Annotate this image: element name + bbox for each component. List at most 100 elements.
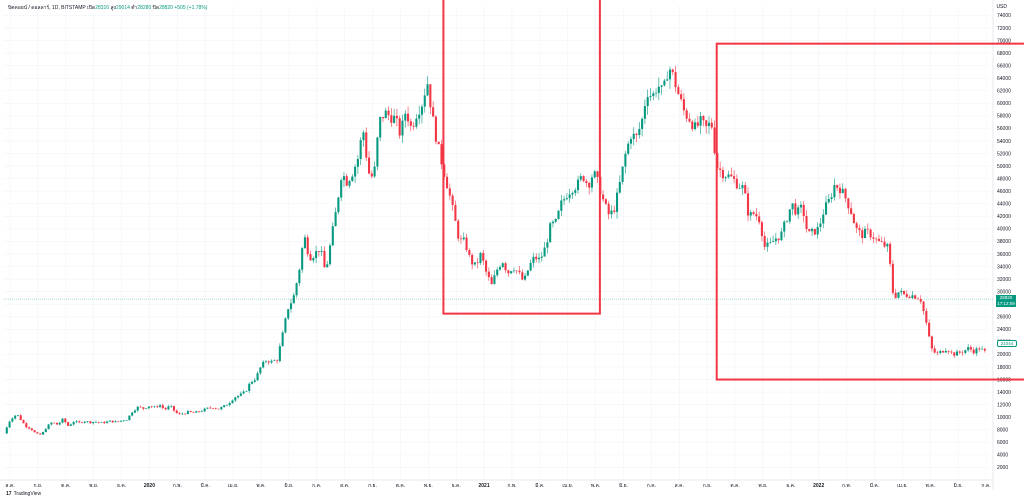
candle-body: [326, 264, 329, 268]
candle-body: [337, 197, 340, 213]
candle-body: [657, 86, 660, 93]
candle-body: [398, 118, 401, 136]
candle-body: [239, 393, 242, 396]
candle-body: [830, 197, 833, 200]
candle-body: [713, 127, 716, 154]
candle-body: [476, 262, 479, 264]
candle-body: [420, 106, 424, 115]
candle-body: [705, 120, 708, 127]
y-tick-label: 58000: [997, 114, 1011, 120]
candle-body: [150, 406, 153, 408]
candle-body: [209, 407, 212, 409]
candle-body: [766, 242, 769, 247]
secondary-price-value: 21044: [1000, 341, 1014, 346]
y-tick-label: 64000: [997, 76, 1011, 82]
candle-body: [106, 421, 109, 424]
candle-body: [738, 188, 741, 189]
x-tick-label: ก.ย.: [34, 483, 43, 489]
candle-body: [872, 237, 875, 239]
candle-body: [936, 352, 939, 354]
candle-body: [824, 202, 828, 215]
candle-body: [395, 115, 398, 119]
x-tick-label: มิ.ย.: [954, 482, 963, 489]
candle-body: [342, 176, 346, 181]
candle-body: [496, 269, 499, 276]
candle-body: [654, 92, 658, 94]
x-tick-label: ก.พ.: [173, 483, 182, 489]
candle-body: [978, 348, 981, 350]
candle-body: [8, 421, 11, 428]
x-tick-label: ก.พ.: [507, 483, 516, 489]
candle-body: [485, 260, 488, 272]
candle-body: [682, 99, 685, 111]
candle-body: [627, 143, 630, 154]
candle-body: [47, 424, 50, 430]
y-tick-label: 74000: [997, 13, 1011, 19]
candle-body: [89, 421, 92, 424]
candle-body: [287, 309, 290, 319]
candle-body: [755, 213, 758, 217]
x-tick-label: ต.ค.: [730, 483, 739, 489]
candle-body: [198, 411, 201, 412]
candle-body: [746, 193, 750, 216]
candle-body: [128, 415, 131, 421]
candle-body: [381, 117, 385, 119]
candle-body: [947, 350, 950, 352]
candle-body: [783, 221, 786, 232]
y-tick-label: 6000: [997, 440, 1008, 446]
candle-body: [588, 182, 591, 188]
candle-body: [362, 132, 365, 141]
candle-body: [615, 192, 619, 212]
candle-body: [635, 133, 638, 135]
candle-body: [19, 415, 22, 421]
y-tick-label: 60000: [997, 101, 1011, 107]
candle-body: [930, 336, 933, 349]
candle-body: [515, 270, 518, 272]
candle-body: [440, 144, 443, 165]
candle-body: [217, 408, 220, 410]
candle-body: [939, 350, 942, 353]
candle-body: [811, 228, 814, 232]
tradingview-branding[interactable]: 17 TradingView: [6, 491, 41, 497]
candle-body: [11, 418, 14, 422]
candle-body: [423, 95, 426, 107]
last-price-tag: 28820 17:12:09: [996, 295, 1016, 307]
candle-body: [733, 176, 736, 179]
candle-body: [685, 110, 688, 119]
x-tick-label: มี.ค.: [200, 482, 209, 489]
candle-body: [875, 238, 878, 240]
candle-body: [866, 228, 869, 230]
candle-body: [256, 373, 259, 381]
candle-body: [267, 361, 270, 363]
candle-body: [457, 220, 460, 239]
candle-body: [30, 428, 33, 431]
candle-body: [301, 248, 304, 270]
candle-body: [498, 267, 502, 270]
candle-body: [922, 301, 925, 312]
candle-body: [610, 210, 613, 215]
candle-body: [281, 332, 284, 347]
candle-body: [195, 411, 198, 413]
legend-change: +505 (+1.78%): [174, 5, 208, 11]
candle-body: [214, 408, 217, 409]
candle-body: [409, 121, 412, 126]
candle-body: [426, 84, 429, 96]
y-tick-label: 40000: [997, 227, 1011, 233]
currency-label[interactable]: USD: [996, 4, 1007, 10]
candle-body: [822, 214, 825, 224]
legend-close-label: ปิด: [152, 5, 160, 11]
candle-body: [981, 348, 984, 350]
candle-body: [933, 348, 936, 353]
x-tick-label: ก.ย.: [368, 483, 377, 489]
candle-body: [680, 94, 683, 100]
x-tick-label: มิ.ย.: [619, 482, 628, 489]
candle-body: [156, 406, 159, 408]
candle-body: [908, 296, 911, 298]
candle-body: [306, 237, 309, 255]
candle-body: [666, 79, 669, 81]
candle-body: [507, 270, 510, 274]
candle-body: [354, 166, 357, 177]
candle-body: [565, 198, 568, 200]
candle-body: [688, 118, 691, 122]
